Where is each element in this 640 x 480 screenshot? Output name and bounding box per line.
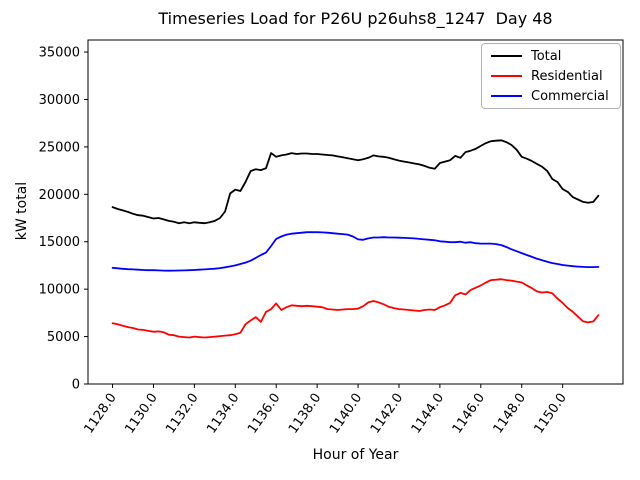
x-tick-label: 1134.0 — [204, 391, 242, 437]
x-tick-label: 1128.0 — [81, 391, 119, 437]
y-tick-label: 5000 — [47, 330, 80, 345]
x-tick-label: 1146.0 — [450, 391, 488, 437]
legend-label-residential: Residential — [531, 68, 603, 84]
chart-title: Timeseries Load for P26U p26uhs8_1247 Da… — [158, 9, 553, 28]
legend-label-total: Total — [531, 48, 562, 64]
series-line-commercial — [111, 231, 600, 272]
y-tick-label: 25000 — [39, 140, 80, 155]
commercial-line-swatch-icon — [491, 95, 522, 97]
x-tick-label: 1132.0 — [163, 391, 201, 437]
y-tick-label: 30000 — [39, 93, 80, 108]
y-tick-label: 10000 — [39, 283, 80, 298]
y-tick-label: 20000 — [39, 188, 80, 203]
x-tick-label: 1148.0 — [491, 391, 529, 437]
legend-item-total: Total — [482, 47, 620, 65]
y-tick-label: 35000 — [39, 46, 80, 61]
series-line-residential — [111, 278, 600, 339]
x-axis-label: Hour of Year — [312, 447, 399, 463]
x-tick-label: 1138.0 — [286, 391, 324, 437]
residential-line-swatch-icon — [491, 75, 522, 77]
legend-label-commercial: Commercial — [531, 88, 609, 104]
x-tick-label: 1130.0 — [122, 391, 160, 437]
legend-item-residential: Residential — [482, 67, 620, 85]
series-line-total — [111, 139, 600, 225]
x-tick-label: 1144.0 — [409, 391, 447, 437]
x-tick-label: 1150.0 — [532, 391, 570, 437]
x-tick-label: 1140.0 — [327, 391, 365, 437]
x-tick-label: 1136.0 — [245, 391, 283, 437]
legend-item-commercial: Commercial — [482, 87, 620, 105]
y-tick-label: 15000 — [39, 235, 80, 250]
y-tick-label: 0 — [72, 378, 80, 393]
legend: Total Residential Commercial — [481, 43, 621, 109]
total-line-swatch-icon — [491, 55, 522, 57]
x-tick-label: 1142.0 — [368, 391, 406, 437]
